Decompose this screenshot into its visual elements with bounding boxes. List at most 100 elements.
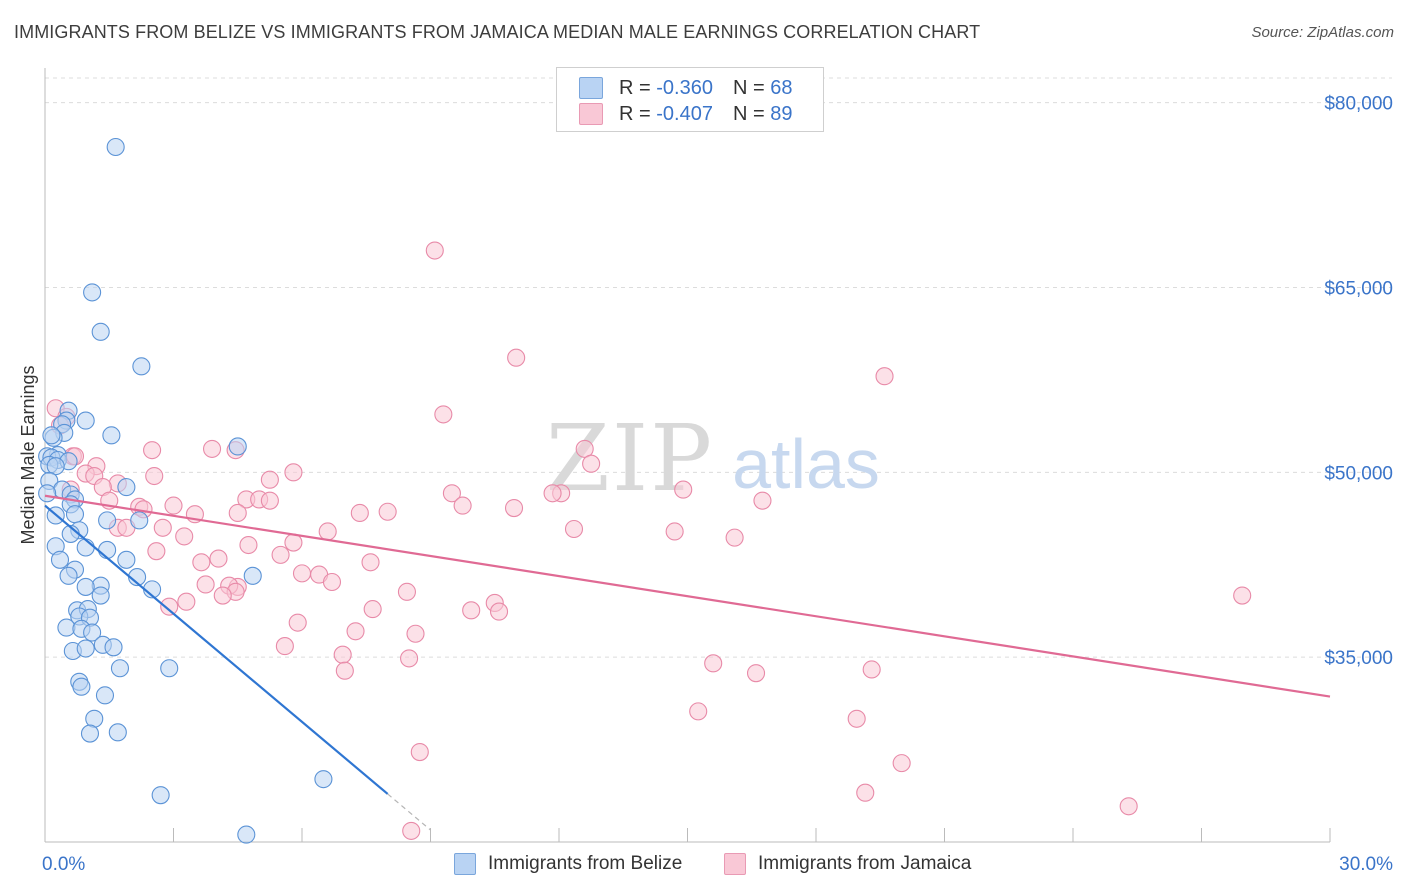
jamaica-point xyxy=(862,660,881,679)
belize-n-label: N = xyxy=(732,76,765,99)
jamaica-point xyxy=(318,522,337,541)
jamaica-r-label: R = xyxy=(619,102,651,125)
belize-point xyxy=(91,586,110,605)
jamaica-point xyxy=(153,518,172,537)
jamaica-point xyxy=(164,496,183,515)
jamaica-point xyxy=(209,549,228,568)
belize-trend-extension xyxy=(387,793,431,831)
belize-point xyxy=(76,639,95,658)
chart-source: Source: ZipAtlas.com xyxy=(1251,24,1394,41)
jamaica-point xyxy=(143,441,162,460)
jamaica-point xyxy=(489,602,509,621)
jamaica-n-label: N = xyxy=(732,102,765,125)
bottom-legend-belize: Immigrants from Belize xyxy=(454,851,682,877)
y-tick-label: $80,000 xyxy=(1324,94,1393,115)
jamaica-point xyxy=(346,622,365,641)
jamaica-point xyxy=(378,502,397,521)
jamaica-point xyxy=(400,649,419,668)
jamaica-point xyxy=(406,624,425,643)
y-tick-label: $50,000 xyxy=(1324,463,1393,484)
jamaica-point xyxy=(462,601,481,620)
jamaica-n-value: 89 xyxy=(770,102,793,125)
jamaica-point xyxy=(425,241,444,260)
jamaica-point xyxy=(1119,797,1138,816)
jamaica-point xyxy=(856,783,875,802)
belize-r-label: R = xyxy=(619,76,651,99)
y-axis-title: Median Male Earnings xyxy=(18,365,38,544)
series-jamaica xyxy=(46,241,1252,840)
belize-point xyxy=(50,550,70,569)
belize-point xyxy=(42,426,61,445)
jamaica-point xyxy=(507,348,526,367)
belize-point xyxy=(80,724,100,743)
jamaica-point xyxy=(892,754,911,773)
belize-point xyxy=(314,770,333,789)
jamaica-swatch xyxy=(579,103,603,125)
legend-row-belize: R = -0.360 N = 68 xyxy=(579,75,792,101)
jamaica-point xyxy=(753,491,772,510)
belize-point xyxy=(108,723,127,742)
belize-point xyxy=(57,618,76,637)
belize-r-value: -0.360 xyxy=(656,76,713,99)
bottom-jamaica-label: Immigrants from Jamaica xyxy=(758,853,972,874)
belize-point xyxy=(72,677,91,696)
belize-point xyxy=(98,511,117,530)
belize-point xyxy=(130,511,149,530)
axis-labels: $35,000 $50,000 $65,000 $80,000 0.0% 30.0% xyxy=(42,94,1393,875)
jamaica-point xyxy=(543,484,562,503)
jamaica-point xyxy=(397,582,416,601)
jamaica-point xyxy=(504,499,524,518)
series-belize xyxy=(38,137,333,844)
belize-trend-line xyxy=(44,504,389,795)
belize-point xyxy=(117,550,136,569)
jamaica-point xyxy=(564,519,584,539)
belize-point xyxy=(38,484,57,503)
belize-point xyxy=(102,426,121,445)
jamaica-point xyxy=(288,613,307,632)
jamaica-point xyxy=(704,654,723,673)
jamaica-point xyxy=(271,545,290,564)
chart-title: IMMIGRANTS FROM BELIZE VS IMMIGRANTS FRO… xyxy=(14,22,981,42)
jamaica-point xyxy=(674,480,693,499)
jamaica-point xyxy=(284,463,303,482)
jamaica-point xyxy=(665,522,684,541)
jamaica-point xyxy=(147,542,166,561)
legend-row-jamaica: R = -0.407 N = 89 xyxy=(579,101,792,127)
jamaica-point xyxy=(333,645,352,664)
jamaica-point xyxy=(350,503,369,523)
y-tick-label: $65,000 xyxy=(1324,278,1393,299)
belize-swatch xyxy=(579,77,603,99)
jamaica-point xyxy=(292,564,312,583)
belize-point xyxy=(228,437,247,456)
jamaica-point xyxy=(275,637,294,656)
belize-point xyxy=(76,538,95,557)
jamaica-point xyxy=(145,466,164,486)
x-tick-label-min: 0.0% xyxy=(42,854,85,875)
belize-point xyxy=(83,283,102,302)
jamaica-point xyxy=(213,586,232,605)
jamaica-trend-line xyxy=(44,494,1331,698)
jamaica-point xyxy=(228,503,247,523)
belize-point xyxy=(117,478,136,497)
belize-point xyxy=(160,659,179,678)
jamaica-point xyxy=(239,535,258,555)
jamaica-point xyxy=(322,572,342,592)
belize-point xyxy=(243,566,262,585)
belize-point xyxy=(104,638,123,657)
jamaica-point xyxy=(203,439,222,458)
watermark-atlas: atlas xyxy=(732,425,880,503)
bottom-belize-swatch xyxy=(454,853,476,875)
jamaica-point xyxy=(402,821,421,840)
correlation-legend: R = -0.360 N = 68 R = -0.407 N = 89 xyxy=(556,67,824,132)
jamaica-point xyxy=(689,702,708,721)
belize-point xyxy=(132,357,151,376)
belize-point xyxy=(83,623,102,642)
belize-point xyxy=(95,686,115,705)
jamaica-point xyxy=(335,661,354,680)
belize-point xyxy=(76,577,95,596)
jamaica-point xyxy=(260,491,279,510)
jamaica-point xyxy=(582,454,601,473)
jamaica-point xyxy=(434,405,453,424)
belize-point xyxy=(59,566,78,585)
